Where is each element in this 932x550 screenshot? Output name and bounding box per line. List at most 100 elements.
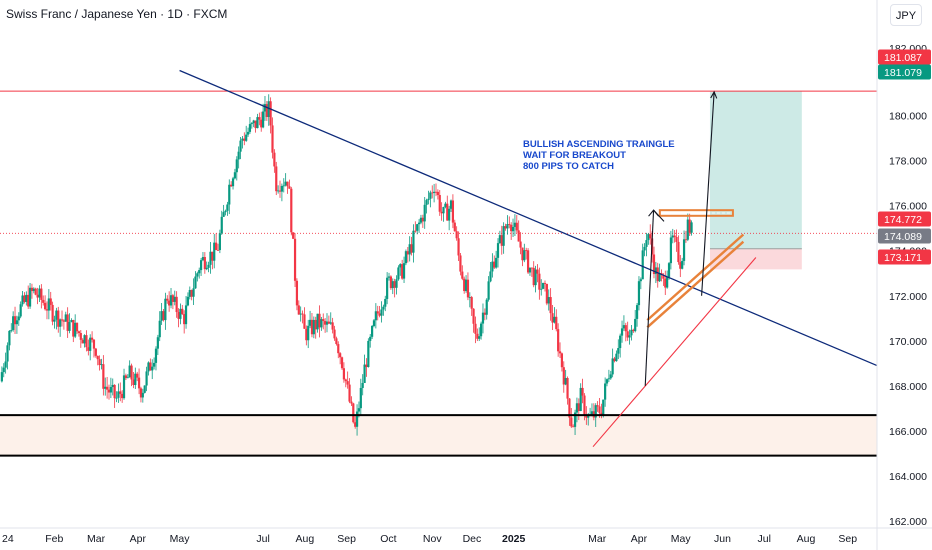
- candle-body: [231, 178, 235, 187]
- candle-body: [62, 320, 65, 322]
- candle-body: [350, 401, 353, 404]
- x-tick-label: Dec: [463, 533, 482, 545]
- candle-body: [637, 281, 641, 306]
- candle-body: [290, 188, 293, 233]
- candle-body: [557, 329, 560, 352]
- candle-body: [639, 279, 642, 282]
- candle-body: [327, 321, 330, 324]
- candle-body: [130, 365, 133, 380]
- candle-body: [198, 270, 201, 274]
- candle-body: [408, 244, 411, 255]
- candle-body: [194, 276, 197, 289]
- candle-body: [652, 254, 656, 275]
- candle-body: [233, 172, 237, 179]
- candle-body: [111, 384, 114, 388]
- candle-body: [169, 295, 173, 306]
- price-tag: [878, 211, 931, 227]
- candle-body: [23, 295, 26, 302]
- candle-body: [156, 337, 159, 349]
- candle-body: [348, 384, 351, 402]
- candle-body: [248, 124, 252, 132]
- candle-body: [115, 397, 118, 399]
- candle-body: [331, 322, 334, 330]
- candle-body: [126, 377, 129, 379]
- candle-body: [517, 230, 520, 242]
- candle-body: [220, 216, 223, 234]
- candle-body: [384, 298, 387, 307]
- x-tick-label: Aug: [797, 533, 816, 545]
- candle-body: [478, 336, 481, 339]
- candle-body: [594, 405, 597, 418]
- candle-body: [483, 312, 486, 315]
- candle-body: [395, 279, 398, 288]
- x-tick-label: Jul: [256, 533, 269, 545]
- candle-body: [312, 319, 315, 335]
- candle-body: [363, 364, 366, 383]
- candle-body: [162, 311, 165, 321]
- candle-body: [431, 192, 434, 194]
- candle-body: [448, 208, 451, 221]
- candle-body: [117, 391, 120, 398]
- candle-body: [119, 391, 122, 394]
- candle-body: [506, 224, 509, 229]
- candle-body: [87, 347, 90, 351]
- candle-body: [540, 288, 543, 290]
- candle-body: [457, 238, 460, 256]
- candle-body: [619, 335, 622, 349]
- y-tick-label: 180.000: [889, 111, 927, 123]
- candle-body: [590, 411, 594, 416]
- candle-body: [523, 250, 526, 261]
- x-tick-label: Apr: [130, 533, 147, 545]
- candle-body: [280, 185, 283, 192]
- channel-line-upper: [646, 233, 745, 321]
- candle-body: [222, 212, 225, 217]
- candle-body: [656, 267, 659, 282]
- candle-body: [369, 336, 372, 341]
- candle-body: [79, 333, 82, 340]
- candle-body: [587, 415, 590, 418]
- candle-body: [59, 319, 62, 327]
- x-tick-label: May: [671, 533, 692, 545]
- candle-body: [538, 273, 541, 290]
- candle-body: [583, 395, 586, 416]
- candle-body: [564, 378, 567, 385]
- candle-body: [579, 387, 582, 411]
- candle-body: [6, 345, 9, 362]
- currency-button[interactable]: JPY: [890, 4, 922, 26]
- candle-body: [521, 247, 524, 261]
- candle-body: [27, 294, 30, 307]
- candle-body: [677, 241, 680, 263]
- x-tick-label: Jun: [714, 533, 731, 545]
- candle-body: [453, 222, 456, 232]
- candle-body: [258, 117, 261, 120]
- candle-body: [344, 379, 347, 382]
- candle-body: [387, 276, 391, 278]
- candle-body: [510, 224, 513, 232]
- candle-body: [8, 330, 11, 346]
- candle-body: [263, 104, 267, 112]
- candle-body: [160, 311, 163, 321]
- candle-body: [547, 297, 550, 304]
- candle-body: [256, 117, 259, 129]
- candle-body: [66, 314, 69, 331]
- candle-body: [658, 272, 661, 282]
- candle-body: [337, 344, 340, 354]
- candle-body: [19, 304, 22, 317]
- candle-body: [423, 204, 426, 222]
- candle-body: [329, 322, 332, 324]
- candle-body: [438, 195, 441, 212]
- candle-body: [181, 308, 184, 315]
- candle-body: [113, 384, 116, 399]
- candle-body: [121, 393, 124, 399]
- candle-body: [72, 320, 75, 337]
- candle-body: [459, 255, 462, 272]
- candle-body: [630, 329, 633, 336]
- candle-body: [154, 348, 158, 363]
- candle-body: [485, 299, 488, 315]
- candle-body: [186, 296, 190, 306]
- candle-body: [38, 288, 41, 298]
- candle-body: [303, 314, 306, 329]
- candle-body: [542, 282, 545, 289]
